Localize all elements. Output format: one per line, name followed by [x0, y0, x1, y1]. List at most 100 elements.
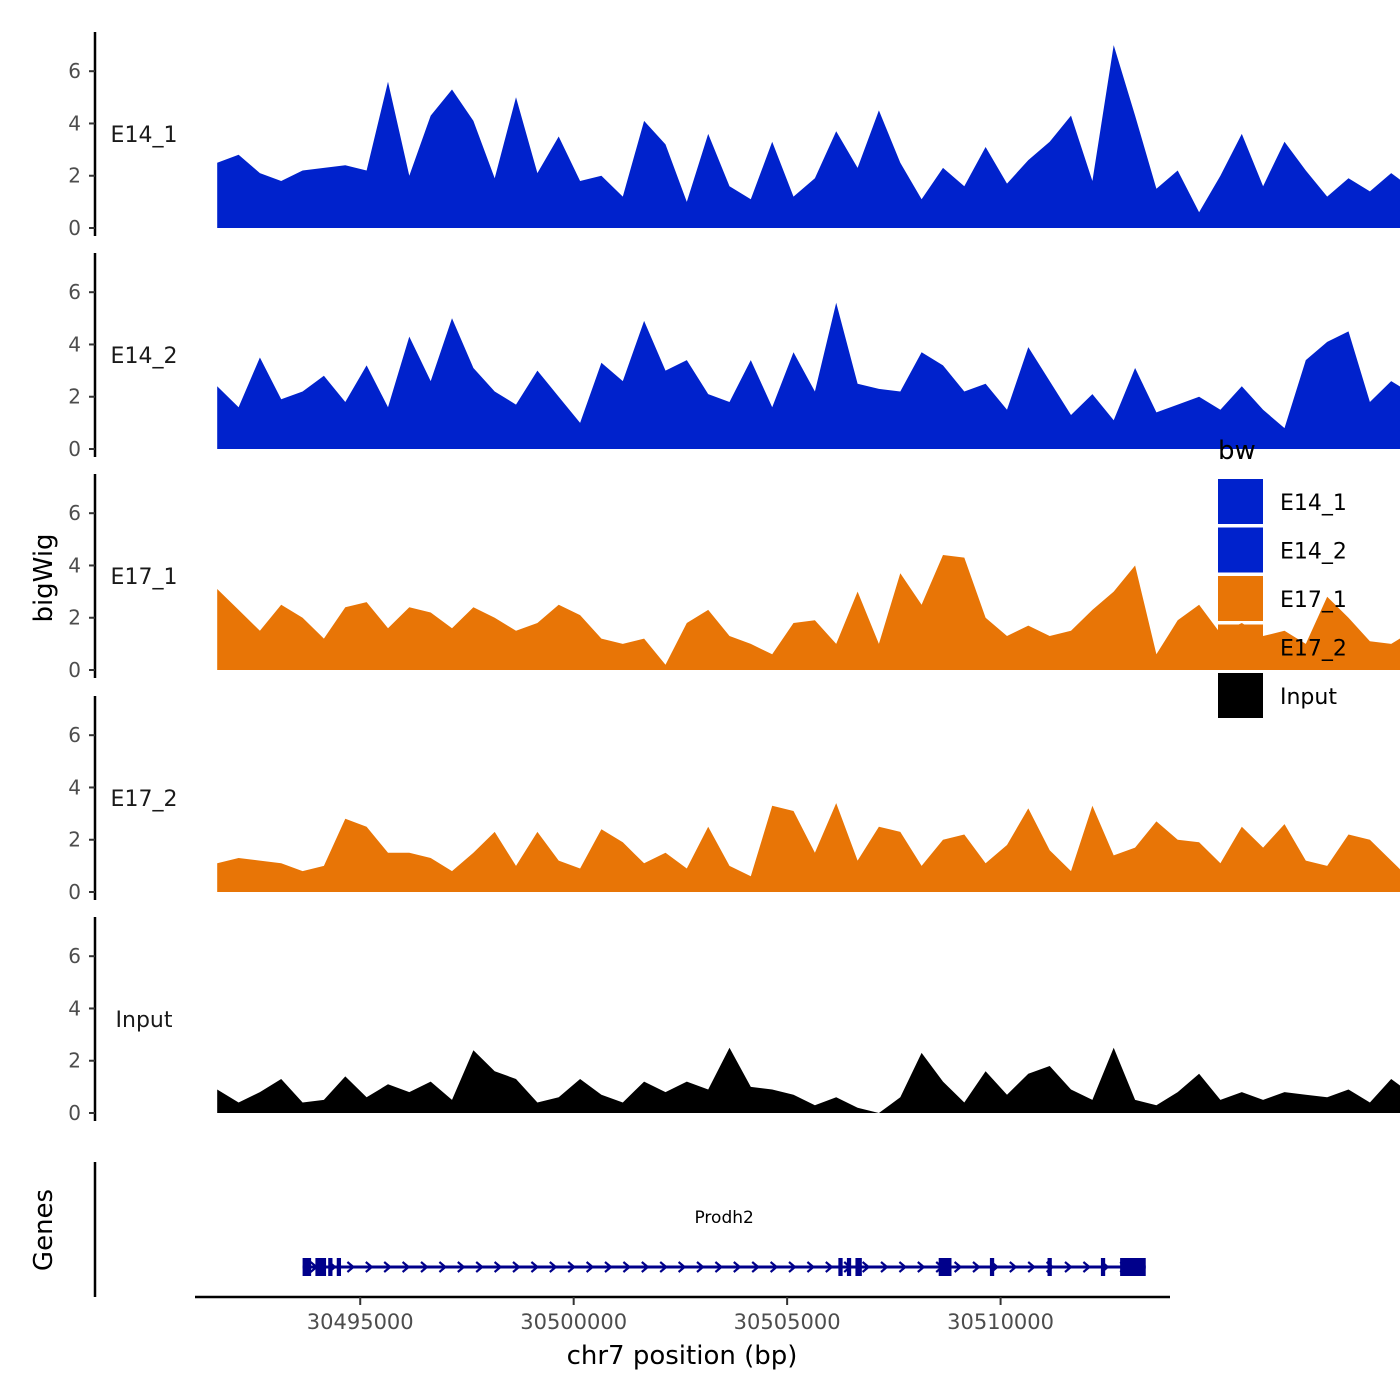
y-axis-label: bigWig: [29, 533, 59, 622]
coverage-area-e17-2: [217, 803, 1400, 892]
x-axis-label: chr7 position (bp): [567, 1341, 798, 1371]
x-tick-label: 30500000: [520, 1310, 627, 1334]
track-label: E14_1: [111, 123, 178, 148]
y-tick-label: 2: [68, 828, 81, 852]
strand-arrow: [346, 1261, 356, 1273]
gene-exon: [846, 1258, 852, 1276]
track-label: E17_1: [111, 565, 178, 590]
strand-arrow: [512, 1261, 521, 1273]
gene-model: Prodh2: [302, 1208, 1146, 1276]
legend-item-input: Input: [1218, 673, 1337, 718]
y-tick-label: 6: [68, 280, 81, 304]
legend-label: E14_1: [1280, 491, 1347, 516]
strand-arrow: [659, 1261, 668, 1273]
y-tick-label: 2: [68, 385, 81, 409]
strand-arrow: [401, 1261, 411, 1273]
coverage-area-input: [217, 1047, 1400, 1113]
strand-arrow: [383, 1261, 392, 1273]
legend-label: Input: [1280, 685, 1337, 710]
strand-arrow: [806, 1261, 816, 1273]
y-tick-label: 0: [68, 437, 81, 461]
track-panels: 0 2 4 6 E14_1 0 2 4 6 E14_2 0 2 4 6 E17_1 0 2 4 6 E17_2 0 2 4 6…: [68, 32, 1400, 1125]
strand-arrow: [953, 1261, 963, 1273]
gene-exon: [302, 1258, 312, 1276]
gene-name-label: Prodh2: [694, 1208, 753, 1228]
gene-exon: [938, 1258, 952, 1276]
strand-arrow: [696, 1261, 705, 1273]
genes-panel-label: Genes: [29, 1189, 59, 1271]
legend-swatch: [1218, 527, 1263, 573]
coverage-area-e14-1: [217, 45, 1400, 228]
gene-exon: [989, 1258, 995, 1276]
strand-arrow: [1009, 1261, 1018, 1273]
y-tick-label: 0: [68, 658, 81, 682]
track-label: E17_2: [111, 787, 178, 812]
strand-arrow: [622, 1261, 632, 1273]
strand-arrow: [861, 1261, 871, 1273]
gene-exon: [336, 1258, 342, 1276]
strand-arrow: [825, 1261, 834, 1273]
strand-arrow: [438, 1261, 448, 1273]
strand-arrow: [677, 1261, 687, 1273]
legend-label: E17_1: [1280, 588, 1347, 613]
strand-arrow: [549, 1261, 558, 1273]
strand-arrow: [769, 1261, 779, 1273]
track-panel-e17-1: 0 2 4 6 E17_1: [68, 474, 1400, 682]
legend-title: bw: [1218, 436, 1256, 466]
y-tick-label: 0: [68, 1101, 81, 1125]
strand-arrow: [493, 1261, 503, 1273]
gene-exon: [315, 1258, 327, 1276]
y-tick-label: 6: [68, 59, 81, 83]
y-tick-label: 4: [68, 996, 81, 1020]
coverage-area-e14-2: [217, 302, 1400, 449]
track-panel-e14-1: 0 2 4 6 E14_1: [68, 32, 1400, 240]
strand-arrow: [714, 1261, 724, 1273]
coverage-area-e17-1: [217, 555, 1400, 670]
x-tick-label: 30510000: [947, 1310, 1054, 1334]
strand-arrow: [530, 1261, 540, 1273]
x-tick-label: 30505000: [734, 1310, 841, 1334]
x-axis: 30495000 30500000 30505000 30510000: [195, 1295, 1170, 1334]
strand-arrow: [365, 1261, 374, 1273]
y-tick-label: 0: [68, 216, 81, 240]
strand-arrow: [567, 1261, 576, 1273]
legend-swatch: [1218, 624, 1263, 670]
y-tick-label: 2: [68, 606, 81, 630]
x-tick-label: 30495000: [307, 1310, 414, 1334]
legend-item-e14-2: E14_2: [1218, 527, 1347, 573]
strand-arrow: [1027, 1261, 1036, 1273]
gene-exon: [1120, 1258, 1146, 1276]
legend-item-e14-1: E14_1: [1218, 479, 1347, 524]
strand-arrow: [788, 1261, 797, 1273]
legend-label: E17_2: [1280, 637, 1347, 662]
strand-arrow: [1064, 1261, 1073, 1273]
y-tick-label: 6: [68, 501, 81, 525]
y-tick-label: 4: [68, 775, 81, 799]
track-label: E14_2: [111, 344, 178, 369]
gene-exon: [328, 1258, 333, 1276]
y-tick-label: 6: [68, 944, 81, 968]
y-tick-label: 4: [68, 553, 81, 577]
y-tick-label: 4: [68, 332, 81, 356]
legend: bw E14_1 E14_2 E17_1 E17_2 Input: [1218, 436, 1347, 718]
legend-swatch: [1218, 576, 1263, 621]
gene-exon: [1047, 1258, 1052, 1276]
y-tick-label: 2: [68, 1049, 81, 1073]
y-tick-label: 4: [68, 111, 81, 135]
strand-arrow: [1082, 1261, 1092, 1273]
y-tick-label: 2: [68, 164, 81, 188]
track-panel-input: 0 2 4 6 Input: [68, 917, 1400, 1125]
track-panel-e17-2: 0 2 4 6 E17_2: [68, 696, 1400, 904]
legend-swatch: [1218, 673, 1263, 718]
strand-arrow: [751, 1261, 760, 1273]
legend-item-e17-1: E17_1: [1218, 576, 1347, 621]
strand-arrow: [457, 1261, 466, 1273]
legend-label: E14_2: [1280, 540, 1347, 565]
legend-item-e17-2: E17_2: [1218, 624, 1347, 670]
track-label: Input: [116, 1008, 173, 1033]
y-tick-label: 6: [68, 723, 81, 747]
strand-arrow: [880, 1261, 889, 1273]
strand-arrow: [972, 1261, 981, 1273]
strand-arrow: [420, 1261, 429, 1273]
